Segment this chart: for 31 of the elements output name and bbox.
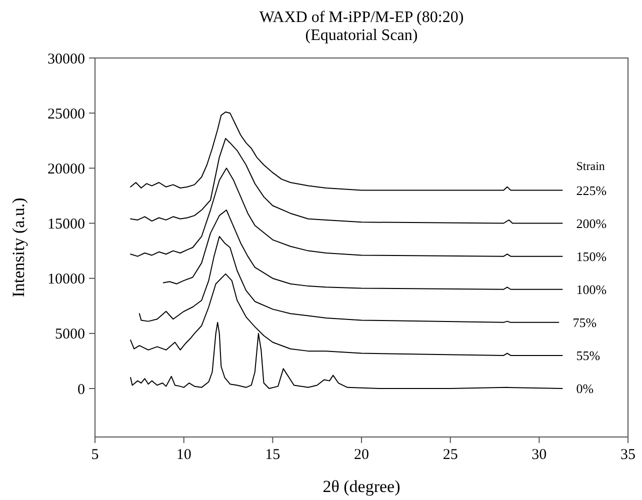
y-tick-label: 0 — [78, 382, 85, 398]
x-axis-title: 2θ (degree) — [322, 477, 400, 496]
x-tick-label: 5 — [91, 447, 99, 463]
x-tick-label: 10 — [176, 447, 192, 463]
y-axis-title: Intensity (a.u.) — [9, 198, 28, 298]
y-tick-label: 15000 — [48, 216, 85, 233]
chart-subtitle: (Equatorial Scan) — [305, 27, 418, 44]
series-label: 55% — [576, 348, 600, 364]
line-series — [162, 210, 563, 290]
x-tick-label: 30 — [532, 447, 547, 463]
x-tick-label: 35 — [620, 447, 636, 463]
y-tick-label: 25000 — [48, 106, 85, 122]
legend-title: Strain — [576, 159, 605, 174]
line-series — [138, 236, 560, 323]
line-series — [130, 168, 563, 257]
y-tick-label: 5000 — [55, 326, 85, 343]
x-tick-label: 25 — [442, 447, 458, 463]
y-tick-label: 20000 — [48, 161, 85, 178]
x-tick-label: 15 — [265, 447, 280, 463]
y-tick-label: 30000 — [48, 51, 85, 68]
y-tick-label: 10000 — [48, 272, 85, 288]
series-label: 100% — [576, 282, 607, 297]
series-label: 225% — [576, 182, 607, 198]
series-label: 200% — [576, 216, 607, 231]
series-label: 0% — [576, 381, 594, 396]
series-label: 75% — [572, 314, 597, 330]
chart-title: WAXD of M-iPP/M-EP (80:20) — [259, 9, 464, 26]
line-series — [130, 111, 563, 191]
series-label: 150% — [576, 248, 607, 264]
line-series — [130, 138, 563, 224]
x-tick-label: 20 — [354, 447, 369, 463]
